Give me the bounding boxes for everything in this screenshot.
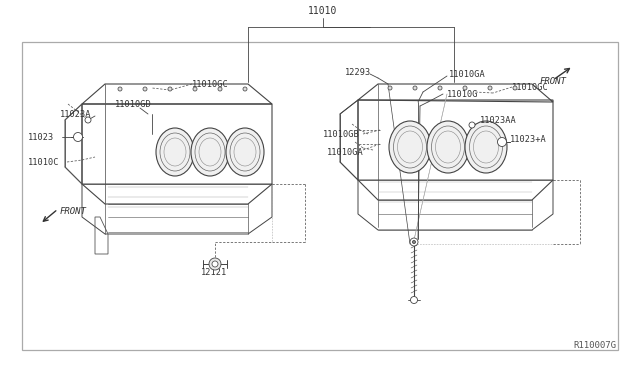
Circle shape (168, 87, 172, 91)
Text: 12121: 12121 (201, 268, 227, 277)
Circle shape (193, 87, 197, 91)
Circle shape (497, 138, 506, 147)
Circle shape (413, 241, 415, 244)
Text: 11010C: 11010C (28, 157, 60, 167)
Text: FRONT: FRONT (60, 206, 87, 215)
Circle shape (118, 87, 122, 91)
Circle shape (410, 238, 418, 246)
Text: 11010GD: 11010GD (115, 99, 152, 109)
Text: 11010GC: 11010GC (512, 83, 548, 92)
Text: 11010: 11010 (308, 6, 338, 16)
Ellipse shape (156, 128, 194, 176)
Circle shape (143, 87, 147, 91)
Circle shape (488, 86, 492, 90)
Circle shape (463, 86, 467, 90)
Text: FRONT: FRONT (540, 77, 567, 86)
Text: 11023AA: 11023AA (480, 115, 516, 125)
Circle shape (243, 87, 247, 91)
Circle shape (74, 132, 83, 141)
Ellipse shape (191, 128, 229, 176)
Text: 11010GA: 11010GA (449, 70, 486, 78)
Circle shape (410, 296, 417, 304)
Text: 11010G: 11010G (447, 90, 479, 99)
Circle shape (438, 86, 442, 90)
Circle shape (209, 258, 221, 270)
Ellipse shape (389, 121, 431, 173)
Text: 11010GC: 11010GC (192, 80, 228, 89)
Circle shape (212, 261, 218, 267)
Circle shape (513, 86, 517, 90)
Text: 12293: 12293 (345, 67, 371, 77)
Ellipse shape (465, 121, 507, 173)
Bar (22, 42, 618, 350)
Ellipse shape (226, 128, 264, 176)
Text: R110007G: R110007G (573, 341, 616, 350)
Circle shape (85, 117, 91, 123)
Text: 11023+A: 11023+A (510, 135, 547, 144)
Ellipse shape (427, 121, 469, 173)
Text: 11023A: 11023A (60, 109, 92, 119)
Text: 11010GA: 11010GA (327, 148, 364, 157)
Circle shape (218, 87, 222, 91)
Text: 11023: 11023 (28, 132, 54, 141)
Circle shape (413, 86, 417, 90)
Text: 11010GB: 11010GB (323, 129, 360, 138)
Circle shape (388, 86, 392, 90)
Circle shape (469, 122, 475, 128)
